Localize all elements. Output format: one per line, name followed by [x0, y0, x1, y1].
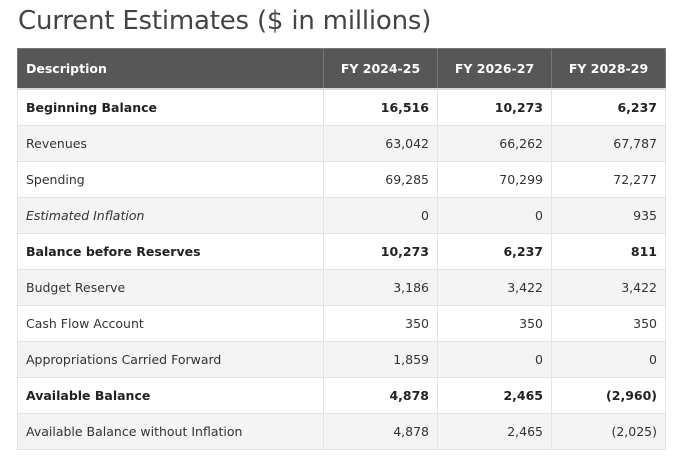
column-header-description: Description: [17, 48, 324, 89]
cell-value: 16,516: [323, 88, 438, 126]
cell-value: 3,422: [551, 269, 666, 306]
cell-value: 0: [323, 197, 438, 234]
cell-value: 10,273: [437, 88, 552, 126]
cell-value: 935: [551, 197, 666, 234]
row-label: Estimated Inflation: [17, 197, 324, 234]
row-label: Balance before Reserves: [17, 233, 324, 270]
cell-value: (2,025): [551, 413, 666, 450]
cell-value: 4,878: [323, 413, 438, 450]
table-row-budget-reserve: Budget Reserve 3,186 3,422 3,422: [17, 269, 666, 306]
row-label: Cash Flow Account: [17, 305, 324, 342]
cell-value: 350: [437, 305, 552, 342]
row-label: Appropriations Carried Forward: [17, 341, 324, 378]
table-row-available-balance-without-inflation: Available Balance without Inflation 4,878…: [17, 413, 666, 450]
cell-value: 0: [437, 341, 552, 378]
table-row-beginning-balance: Beginning Balance 16,516 10,273 6,237: [17, 88, 666, 126]
column-header-fy-2024-25: FY 2024-25: [323, 48, 438, 89]
cell-value: 350: [323, 305, 438, 342]
cell-value: 2,465: [437, 413, 552, 450]
cell-value: 0: [437, 197, 552, 234]
table-row-cash-flow-account: Cash Flow Account 350 350 350: [17, 305, 666, 342]
table-row-spending: Spending 69,285 70,299 72,277: [17, 161, 666, 198]
row-label: Revenues: [17, 125, 324, 162]
cell-value: 72,277: [551, 161, 666, 198]
column-header-fy-2026-27: FY 2026-27: [437, 48, 552, 89]
table-row-available-balance: Available Balance 4,878 2,465 (2,960): [17, 377, 666, 414]
cell-value: 66,262: [437, 125, 552, 162]
table-row-appropriations-carried-forward: Appropriations Carried Forward 1,859 0 0: [17, 341, 666, 378]
cell-value: 6,237: [551, 88, 666, 126]
row-label: Available Balance without Inflation: [17, 413, 324, 450]
cell-value: 4,878: [323, 377, 438, 414]
row-label: Budget Reserve: [17, 269, 324, 306]
cell-value: 63,042: [323, 125, 438, 162]
cell-value: 2,465: [437, 377, 552, 414]
table-row-estimated-inflation: Estimated Inflation 0 0 935: [17, 197, 666, 234]
row-label: Beginning Balance: [17, 88, 324, 126]
table-body: Beginning Balance 16,516 10,273 6,237 Revenu…: [17, 88, 666, 450]
estimates-table: Description FY 2024-25 FY 2026-27 FY 202…: [17, 48, 666, 450]
cell-value: 811: [551, 233, 666, 270]
cell-value: 70,299: [437, 161, 552, 198]
cell-value: 10,273: [323, 233, 438, 270]
cell-value: 6,237: [437, 233, 552, 270]
column-header-fy-2028-29: FY 2028-29: [551, 48, 666, 89]
page-title: Current Estimates ($ in millions): [18, 6, 432, 36]
cell-value: 3,422: [437, 269, 552, 306]
table-row-balance-before-reserves: Balance before Reserves 10,273 6,237 811: [17, 233, 666, 270]
row-label: Spending: [17, 161, 324, 198]
cell-value: (2,960): [551, 377, 666, 414]
cell-value: 0: [551, 341, 666, 378]
table-header-row: Description FY 2024-25 FY 2026-27 FY 202…: [17, 48, 666, 89]
cell-value: 350: [551, 305, 666, 342]
cell-value: 69,285: [323, 161, 438, 198]
cell-value: 3,186: [323, 269, 438, 306]
cell-value: 67,787: [551, 125, 666, 162]
row-label: Available Balance: [17, 377, 324, 414]
cell-value: 1,859: [323, 341, 438, 378]
table-row-revenues: Revenues 63,042 66,262 67,787: [17, 125, 666, 162]
